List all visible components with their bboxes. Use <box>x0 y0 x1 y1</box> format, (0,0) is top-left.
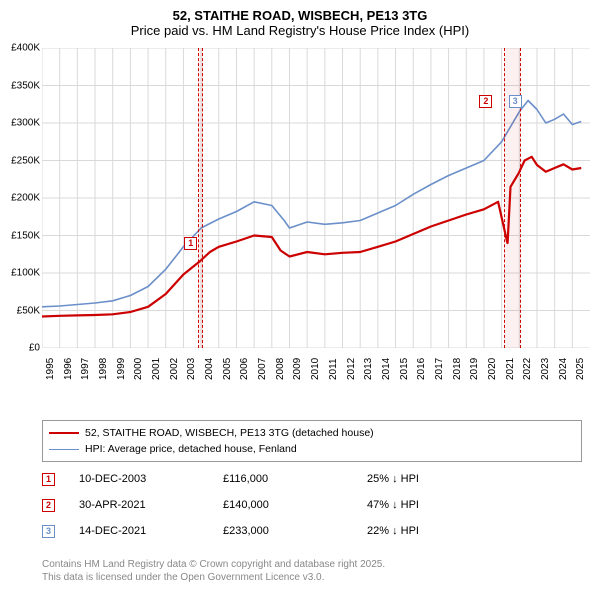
legend-label: HPI: Average price, detached house, Fenl… <box>85 443 297 455</box>
x-tick-label: 1999 <box>116 358 127 380</box>
x-tick-label: 2013 <box>363 358 374 380</box>
sale-row: 1 10-DEC-2003 £116,000 25% ↓ HPI <box>42 466 582 492</box>
sale-date: 14-DEC-2021 <box>79 525 199 537</box>
sale-price: £140,000 <box>223 499 343 511</box>
x-tick-label: 2019 <box>469 358 480 380</box>
y-tick-label: £150K <box>11 230 40 241</box>
sale-marker-icon: 3 <box>42 525 55 538</box>
sale-marker: 2 <box>479 95 492 108</box>
x-tick-label: 2001 <box>151 358 162 380</box>
x-tick-label: 1997 <box>80 358 91 380</box>
y-tick-label: £200K <box>11 193 40 204</box>
legend-row: HPI: Average price, detached house, Fenl… <box>49 441 575 457</box>
x-tick-label: 2005 <box>222 358 233 380</box>
x-tick-label: 2016 <box>416 358 427 380</box>
sale-row: 2 30-APR-2021 £140,000 47% ↓ HPI <box>42 492 582 518</box>
sale-marker: 3 <box>509 95 522 108</box>
sale-price: £233,000 <box>223 525 343 537</box>
chart-title: 52, STAITHE ROAD, WISBECH, PE13 3TG Pric… <box>0 0 600 42</box>
x-tick-label: 1996 <box>63 358 74 380</box>
chart-area: 1 2 3 £0 £50K £100K £150K £200K £250K £300K £350K… <box>0 42 600 412</box>
sale-marker-icon: 2 <box>42 499 55 512</box>
sale-delta: 47% ↓ HPI <box>367 499 487 511</box>
x-tick-label: 2003 <box>186 358 197 380</box>
sale-price: £116,000 <box>223 473 343 485</box>
x-tick-label: 2014 <box>381 358 392 380</box>
plot-area: 1 2 3 <box>42 48 590 348</box>
sale-date: 10-DEC-2003 <box>79 473 199 485</box>
x-tick-label: 1998 <box>98 358 109 380</box>
sales-table: 1 10-DEC-2003 £116,000 25% ↓ HPI 2 30-APR-202… <box>42 466 582 544</box>
x-tick-label: 2015 <box>399 358 410 380</box>
x-tick-label: 2009 <box>292 358 303 380</box>
x-tick-label: 2022 <box>522 358 533 380</box>
x-tick-label: 2025 <box>575 358 586 380</box>
x-tick-label: 2010 <box>310 358 321 380</box>
x-tick-label: 2000 <box>133 358 144 380</box>
sale-delta: 25% ↓ HPI <box>367 473 487 485</box>
sale-date: 30-APR-2021 <box>79 499 199 511</box>
title-address: 52, STAITHE ROAD, WISBECH, PE13 3TG <box>0 8 600 23</box>
sale-band <box>504 48 521 348</box>
sale-delta: 22% ↓ HPI <box>367 525 487 537</box>
y-tick-label: £100K <box>11 268 40 279</box>
x-tick-label: 2002 <box>169 358 180 380</box>
x-tick-label: 2012 <box>346 358 357 380</box>
sale-marker: 1 <box>184 237 197 250</box>
legend-swatch <box>49 449 79 450</box>
title-subtitle: Price paid vs. HM Land Registry's House … <box>0 23 600 38</box>
y-tick-label: £50K <box>17 305 40 316</box>
x-tick-label: 2011 <box>328 358 339 380</box>
footer-line1: Contains HM Land Registry data © Crown c… <box>42 559 582 572</box>
footer-line2: This data is licensed under the Open Gov… <box>42 572 582 585</box>
x-tick-label: 2021 <box>505 358 516 380</box>
y-tick-label: £350K <box>11 80 40 91</box>
y-tick-label: £250K <box>11 155 40 166</box>
x-tick-label: 2024 <box>558 358 569 380</box>
x-tick-label: 1995 <box>45 358 56 380</box>
sale-marker-icon: 1 <box>42 473 55 486</box>
x-tick-label: 2023 <box>540 358 551 380</box>
footer-attribution: Contains HM Land Registry data © Crown c… <box>42 559 582 584</box>
y-tick-label: £300K <box>11 118 40 129</box>
legend-box: 52, STAITHE ROAD, WISBECH, PE13 3TG (det… <box>42 420 582 462</box>
y-tick-label: £400K <box>11 43 40 54</box>
y-tick-label: £0 <box>29 343 40 354</box>
x-tick-label: 2007 <box>257 358 268 380</box>
x-tick-label: 2020 <box>487 358 498 380</box>
legend-label: 52, STAITHE ROAD, WISBECH, PE13 3TG (det… <box>85 427 374 439</box>
x-tick-label: 2008 <box>275 358 286 380</box>
legend-swatch <box>49 432 79 434</box>
x-tick-label: 2018 <box>452 358 463 380</box>
legend-row: 52, STAITHE ROAD, WISBECH, PE13 3TG (det… <box>49 425 575 441</box>
x-tick-label: 2017 <box>434 358 445 380</box>
sale-row: 3 14-DEC-2021 £233,000 22% ↓ HPI <box>42 518 582 544</box>
x-tick-label: 2006 <box>239 358 250 380</box>
x-tick-label: 2004 <box>204 358 215 380</box>
sale-band <box>198 48 203 348</box>
